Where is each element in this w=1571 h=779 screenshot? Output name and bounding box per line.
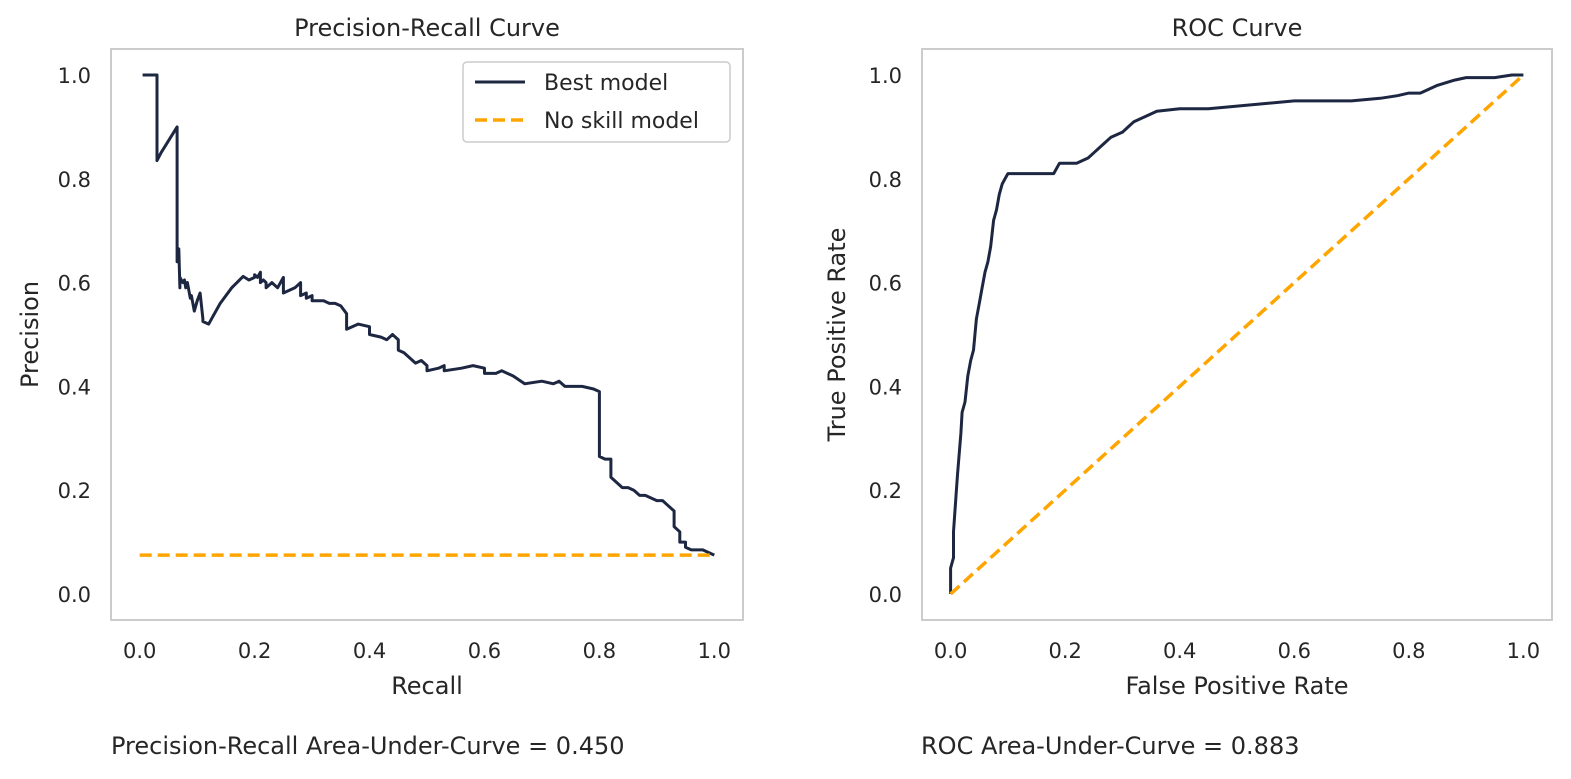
roc-y-tick-label: 1.0 — [869, 64, 902, 88]
roc-x-tick-label: 0.4 — [1163, 639, 1196, 663]
pr-x-tick-label: 0.0 — [123, 639, 156, 663]
roc-y-tick-label: 0.4 — [869, 375, 902, 399]
roc-y-tick-label: 0.8 — [869, 168, 902, 192]
pr-y-axis-label: Precision — [16, 281, 44, 388]
roc-no-skill-line — [949, 73, 1525, 596]
roc-best-model-line — [949, 73, 1524, 594]
roc-x-tick-label: 0.0 — [934, 639, 967, 663]
roc-y-tick-label: 0.0 — [869, 583, 902, 607]
roc-x-tick-label: 0.6 — [1278, 639, 1311, 663]
roc-chart-title: ROC Curve — [1172, 14, 1303, 42]
pr-x-tick-label: 1.0 — [698, 639, 731, 663]
pr-y-tick-label: 0.0 — [58, 583, 91, 607]
roc-x-tick-label: 1.0 — [1507, 639, 1540, 663]
pr-x-tick-label: 0.8 — [583, 639, 616, 663]
roc-x-tick-label: 0.8 — [1392, 639, 1425, 663]
pr-x-tick-label: 0.2 — [238, 639, 271, 663]
roc-auc-caption: ROC Area-Under-Curve = 0.883 — [921, 732, 1300, 760]
chart-canvas: Precision-Recall Curve 0.0 0.2 0.4 0.6 0.8 1.0… — [16, 14, 1553, 700]
roc-x-tick-label: 0.2 — [1048, 639, 1081, 663]
roc-y-tick-label: 0.6 — [869, 272, 902, 296]
pr-plot-frame — [110, 48, 744, 621]
pr-chart-title: Precision-Recall Curve — [294, 14, 560, 42]
roc-y-axis-label: True Positive Rate — [823, 228, 851, 443]
roc-x-axis-label: False Positive Rate — [1125, 672, 1348, 700]
pr-auc-caption: Precision-Recall Area-Under-Curve = 0.45… — [111, 732, 625, 760]
pr-x-tick-label: 0.6 — [468, 639, 501, 663]
pr-y-tick-label: 0.4 — [58, 375, 91, 399]
roc-plot-frame — [921, 48, 1553, 621]
roc-y-tick-label: 0.2 — [869, 479, 902, 503]
pr-x-tick-label: 0.4 — [353, 639, 386, 663]
pr-best-model-line — [142, 73, 715, 557]
legend-label-no-skill: No skill model — [544, 109, 699, 134]
pr-x-axis-label: Recall — [391, 672, 463, 700]
pr-y-tick-label: 0.2 — [58, 479, 91, 503]
legend-label-best-model: Best model — [544, 71, 668, 96]
legend-box — [462, 61, 731, 143]
pr-y-tick-label: 0.8 — [58, 168, 91, 192]
pr-y-tick-label: 1.0 — [58, 64, 91, 88]
pr-y-tick-label: 0.6 — [58, 272, 91, 296]
